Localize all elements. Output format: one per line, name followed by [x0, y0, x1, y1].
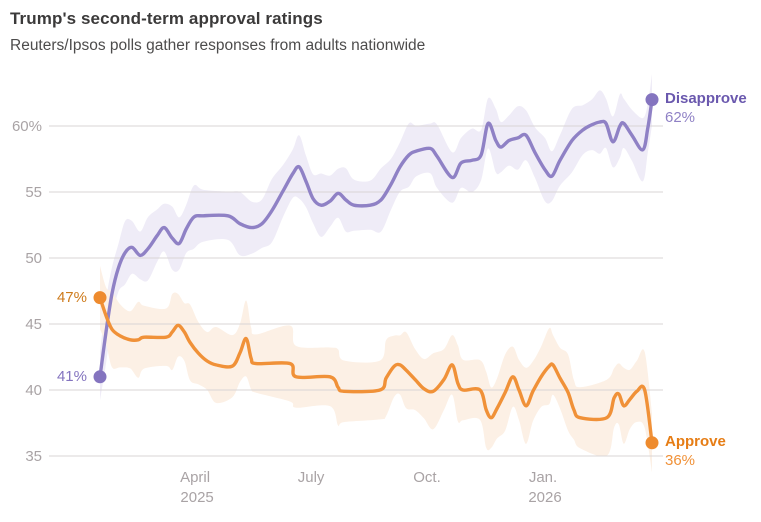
- series-start-value-disapprove: 41%: [56, 367, 87, 385]
- x-axis-label: July: [298, 469, 325, 486]
- series-latest-value-approve: 36%: [665, 451, 696, 469]
- y-axis-label-35: 35: [25, 448, 42, 465]
- x-axis-year-label: 2025: [180, 489, 213, 506]
- end-dot-approve: [645, 436, 659, 450]
- series-name-approve: Approve: [665, 432, 726, 450]
- confidence-band-disapprove: [100, 73, 652, 401]
- start-dot-disapprove: [93, 370, 107, 384]
- y-axis-label-55: 55: [25, 184, 42, 201]
- series-end-label-disapprove: Disapprove 62%: [665, 89, 747, 127]
- y-axis-label-40: 40: [25, 382, 42, 399]
- y-axis-label-45: 45: [25, 316, 42, 333]
- y-axis-label-50: 50: [25, 250, 42, 267]
- confidence-band-approve: [100, 265, 652, 473]
- end-dot-disapprove: [645, 93, 659, 107]
- x-axis-year-label: 2026: [528, 489, 561, 506]
- trend-line-disapprove: [98, 97, 654, 379]
- chart-title: Trump's second-term approval ratings: [10, 9, 323, 28]
- x-axis-label: Jan.: [529, 469, 557, 486]
- series-start-value-approve: 47%: [56, 288, 87, 306]
- chart-canvas: 60% 55 50 45 40 35 April 2025 July Oct. Jan. 2026: [12, 73, 663, 506]
- plot-area: 60% 55 50 45 40 35 April 2025 July Oct. Jan. 2026: [0, 70, 761, 522]
- trend-line-approve: [98, 295, 654, 445]
- series-name-disapprove: Disapprove: [665, 89, 747, 107]
- chart-subtitle: Reuters/Ipsos polls gather responses fro…: [10, 37, 426, 54]
- start-dot-approve: [93, 291, 107, 305]
- x-axis-label: April: [180, 469, 210, 486]
- x-axis-label: Oct.: [413, 469, 441, 486]
- chart-header: Trump's second-term approval ratings Reu…: [10, 8, 750, 55]
- series-end-label-approve: Approve 36%: [665, 432, 726, 470]
- series-latest-value-disapprove: 62%: [665, 108, 696, 126]
- y-axis-label-60: 60%: [12, 118, 42, 135]
